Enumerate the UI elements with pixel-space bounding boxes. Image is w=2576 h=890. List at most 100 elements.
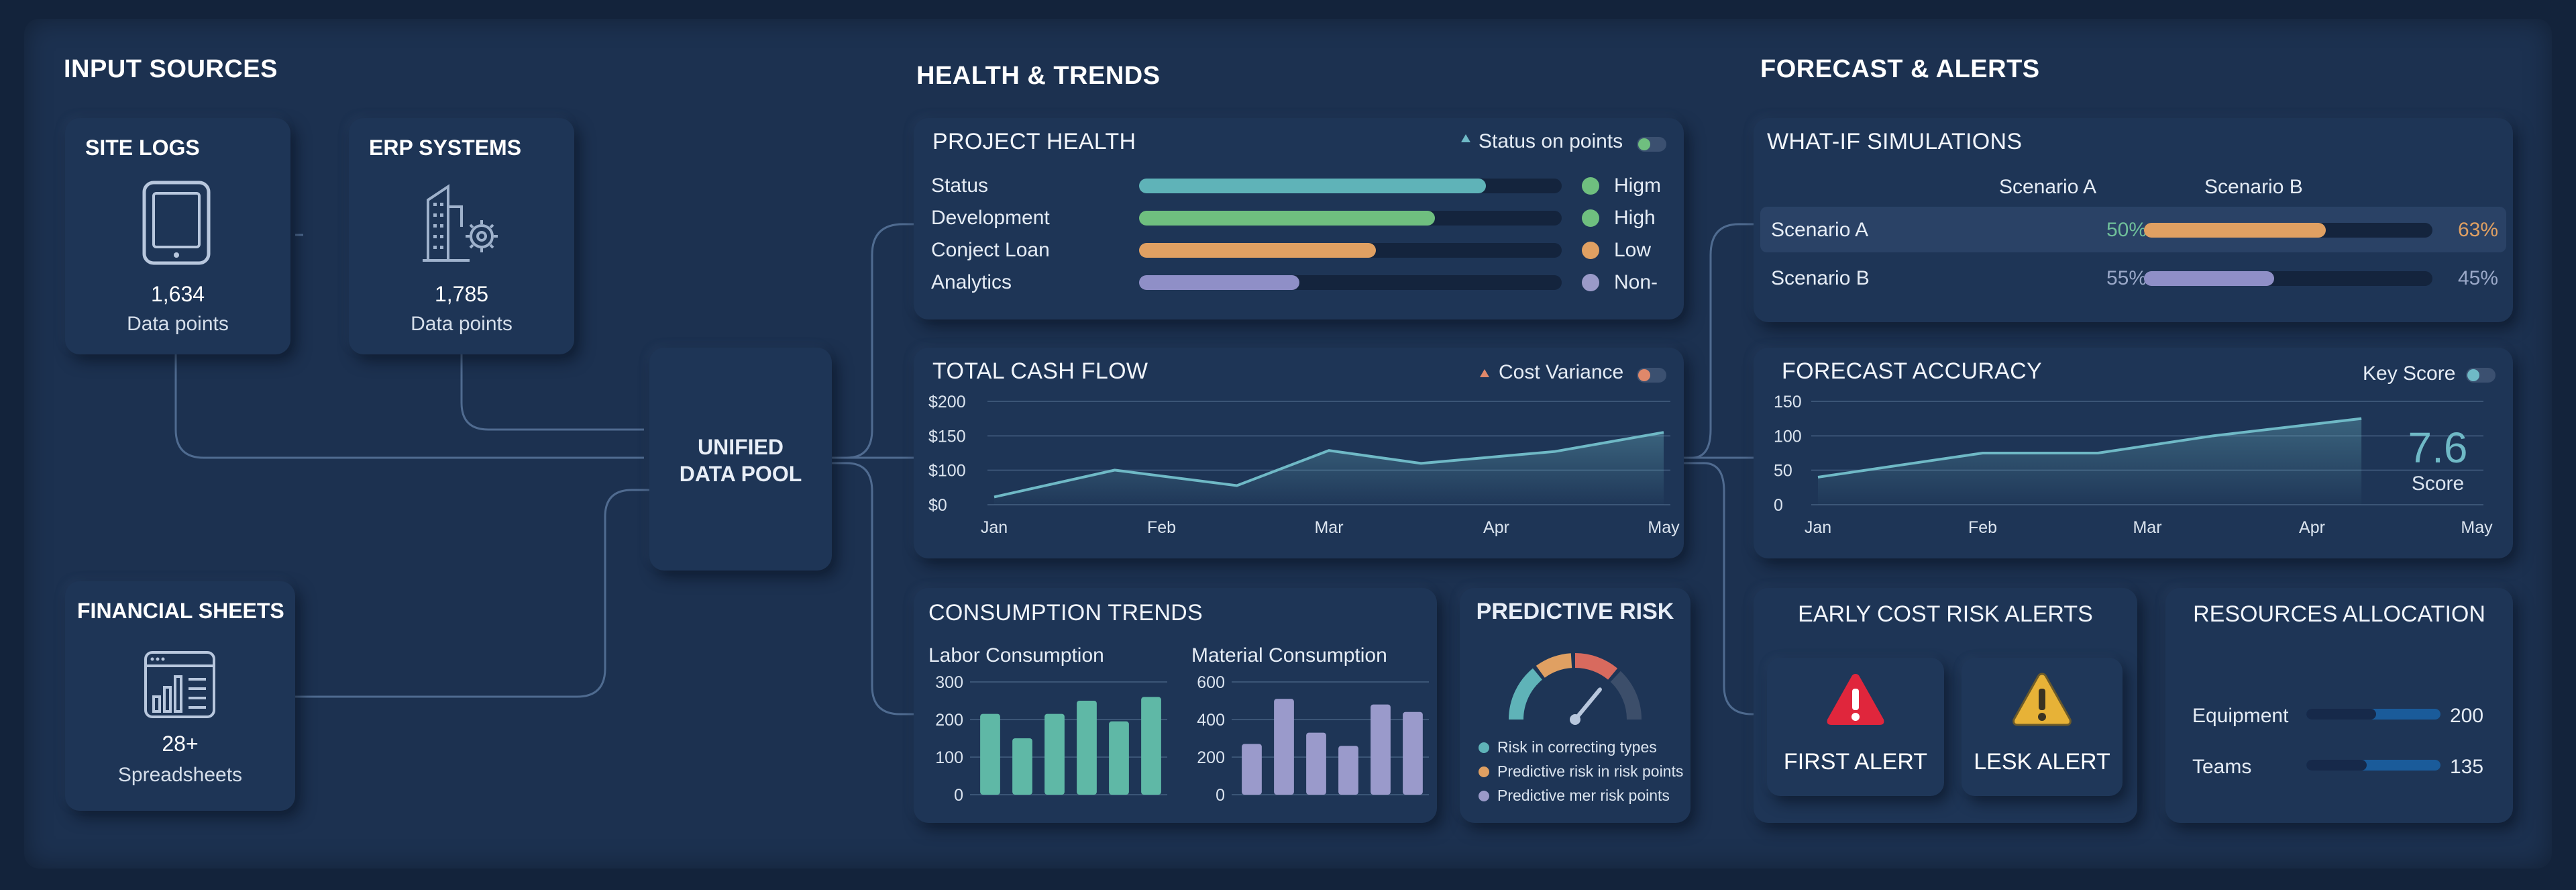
site-logs-card[interactable]: SITE LOGS 1,634 Data points	[65, 118, 290, 354]
gauge-segment	[1509, 668, 1543, 720]
bar	[1274, 699, 1294, 795]
pool-line-2: DATA POOL	[679, 462, 802, 486]
first-alert-label: FIRST ALERT	[1783, 749, 1928, 775]
connector-alerts	[1664, 462, 1754, 715]
forecast-accuracy-card: FORECAST ACCURACY Key Score 0 50 100 150 Jan…	[1754, 348, 2513, 558]
material-consumption-chart: 0 200 400 600	[1197, 675, 1429, 805]
bar	[1044, 713, 1065, 795]
cost-variance-toggle[interactable]	[1637, 368, 1666, 383]
area-fill	[1818, 418, 2362, 505]
health-row-status: Non-	[1614, 271, 1658, 293]
y-tick-label: 100	[935, 748, 963, 767]
project-health-toggle[interactable]	[1637, 137, 1666, 152]
legend-dot	[1479, 791, 1489, 801]
connector-consumption	[832, 462, 914, 715]
x-tick-label: May	[2461, 518, 2493, 537]
health-row-track	[1139, 243, 1562, 258]
bar	[1077, 701, 1097, 795]
x-tick-label: Feb	[1968, 518, 1997, 537]
health-row-fill	[1139, 211, 1435, 226]
input-sources-title: INPUT SOURCES	[64, 55, 278, 83]
danger-triangle-icon	[1827, 674, 1884, 725]
whatif-row-right: 63%	[2457, 219, 2498, 241]
what-if-col-b: Scenario B	[2204, 176, 2303, 198]
x-tick-label: Apr	[1483, 518, 1509, 537]
connector-financial	[295, 489, 649, 698]
financial-sheets-card[interactable]: FINANCIAL SHEETS 28+ Spreadsheets	[65, 581, 295, 811]
y-tick-label: 100	[1774, 427, 1802, 446]
what-if-title: WHAT-IF SIMULATIONS	[1767, 129, 2023, 154]
erp-systems-title: ERP SYSTEMS	[369, 136, 522, 160]
health-row-fill	[1139, 179, 1486, 193]
first-alert-card[interactable]: FIRST ALERT	[1767, 658, 1944, 796]
financial-sheets-title: FINANCIAL SHEETS	[77, 599, 284, 623]
material-consumption-title: Material Consumption	[1191, 644, 1387, 666]
whatif-row-right: 45%	[2457, 267, 2498, 289]
resource-fill	[2306, 760, 2367, 771]
legend-dot	[1479, 767, 1489, 777]
resource-fill	[2306, 709, 2376, 720]
area-fill	[994, 432, 1664, 505]
lesk-alert-card[interactable]: LESK ALERT	[1962, 658, 2123, 796]
connector-health	[832, 223, 914, 459]
gauge-needle	[1573, 687, 1602, 722]
health-row-fill	[1139, 275, 1300, 290]
unified-data-pool-card[interactable]: UNIFIED DATA POOL	[649, 348, 832, 571]
health-row-label: Conject Loan	[931, 239, 1050, 261]
whatif-row-label[interactable]: Scenario B	[1771, 267, 1870, 289]
whatif-row-fill	[2144, 223, 2326, 238]
accuracy-score-label: Score	[2411, 473, 2465, 495]
resource-track	[2306, 760, 2440, 771]
status-dot	[1582, 242, 1599, 259]
tablet-icon	[142, 181, 211, 265]
key-score-toggle[interactable]	[2466, 368, 2496, 383]
y-tick-label: 50	[1774, 462, 1792, 481]
x-tick-label: May	[1648, 518, 1680, 537]
x-tick-label: Feb	[1147, 518, 1176, 537]
connector-erp	[460, 353, 644, 431]
y-tick-label: 0	[1774, 496, 1783, 515]
status-dot	[1582, 177, 1599, 195]
resource-track	[2306, 709, 2440, 720]
site-logs-value: 1,634	[150, 282, 205, 306]
lesk-alert-label: LESK ALERT	[1974, 749, 2110, 775]
forecast-accuracy-chart: 0 50 100 150 Jan Feb Mar Apr May	[1774, 395, 2493, 537]
gauge-segment	[1536, 653, 1572, 678]
bar	[1338, 746, 1358, 795]
whatif-row-left: 50%	[2106, 219, 2147, 241]
warning-triangle-icon	[2012, 673, 2072, 726]
health-row-status: Low	[1614, 239, 1652, 261]
health-row-label: Status	[931, 175, 989, 197]
erp-systems-card[interactable]: ERP SYSTEMS 1,785 Data points	[349, 118, 574, 354]
site-logs-title: SITE LOGS	[85, 136, 200, 160]
legend-label: Predictive risk in risk points	[1497, 762, 1684, 780]
whatif-row-track	[2144, 271, 2432, 286]
gauge-segment	[1610, 671, 1642, 720]
resources-title: RESOURCES ALLOCATION	[2193, 601, 2485, 627]
x-tick-label: Mar	[1314, 518, 1343, 537]
legend-dot	[1479, 742, 1489, 753]
resource-label: Equipment	[2192, 705, 2289, 727]
site-logs-sub: Data points	[127, 313, 229, 335]
accuracy-score-value: 7.6	[2408, 424, 2468, 472]
total-cash-flow-card: TOTAL CASH FLOW Cost Variance $0 $100 $150…	[914, 348, 1684, 558]
predictive-risk-gauge	[1509, 653, 1642, 725]
y-tick-label: $100	[928, 462, 966, 481]
whatif-row-label[interactable]: Scenario A	[1771, 219, 1869, 241]
cash-flow-title: TOTAL CASH FLOW	[932, 358, 1148, 384]
resource-value: 135	[2450, 756, 2484, 778]
whatif-row-left: 55%	[2106, 267, 2147, 289]
y-tick-label: $150	[928, 427, 966, 446]
forecast-alerts-title: FORECAST & ALERTS	[1760, 55, 2040, 83]
bar	[1141, 697, 1161, 795]
resources-allocation-card: RESOURCES ALLOCATION Equipment 200 Teams 13…	[2165, 588, 2513, 823]
financial-sheets-value: 28+	[162, 732, 199, 756]
resource-value: 200	[2450, 705, 2484, 727]
status-dot	[1582, 274, 1599, 291]
y-tick-label: 200	[1197, 748, 1225, 767]
health-row-label: Development	[931, 207, 1050, 229]
erp-systems-value: 1,785	[434, 282, 489, 306]
whatif-row-fill	[2144, 271, 2274, 286]
labor-consumption-title: Labor Consumption	[928, 644, 1104, 666]
consumption-trends-title: CONSUMPTION TRENDS	[928, 600, 1203, 626]
